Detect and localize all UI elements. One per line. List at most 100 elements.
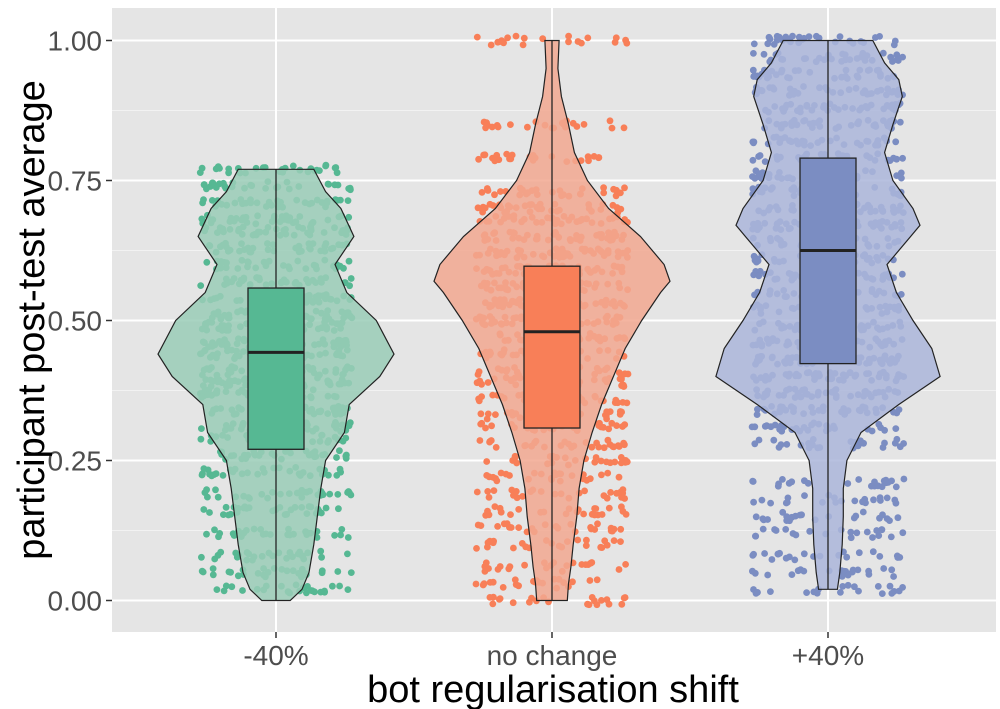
jitter-point bbox=[879, 444, 887, 451]
jitter-point bbox=[597, 423, 605, 431]
jitter-point bbox=[749, 138, 757, 146]
jitter-point bbox=[593, 601, 601, 609]
jitter-point bbox=[518, 540, 526, 547]
jitter-point bbox=[900, 440, 907, 447]
jitter-point bbox=[894, 514, 902, 522]
y-tick-label: 0.75 bbox=[48, 166, 103, 197]
jitter-point bbox=[479, 208, 486, 216]
jitter-point bbox=[492, 411, 499, 418]
jitter-point bbox=[844, 480, 852, 487]
jitter-point bbox=[616, 411, 624, 418]
jitter-point bbox=[777, 441, 785, 449]
jitter-point bbox=[505, 565, 513, 573]
jitter-point bbox=[875, 532, 883, 539]
jitter-point bbox=[220, 587, 228, 595]
jitter-point bbox=[615, 369, 623, 377]
x-axis-title: bot regularisation shift bbox=[367, 669, 739, 709]
jitter-point bbox=[500, 520, 508, 528]
jitter-point bbox=[617, 525, 625, 533]
jitter-point bbox=[508, 151, 516, 159]
jitter-point bbox=[899, 529, 907, 537]
jitter-point bbox=[761, 158, 769, 166]
jitter-point bbox=[770, 41, 778, 48]
jitter-point bbox=[883, 494, 891, 502]
jitter-point bbox=[485, 565, 492, 572]
jitter-point bbox=[497, 508, 505, 516]
jitter-point bbox=[879, 511, 886, 519]
jitter-point bbox=[487, 41, 495, 49]
jitter-point bbox=[578, 39, 585, 47]
jitter-point bbox=[511, 454, 519, 461]
jitter-point bbox=[612, 34, 620, 42]
jitter-point bbox=[591, 458, 599, 466]
jitter-point bbox=[850, 514, 858, 522]
jitter-point bbox=[473, 379, 481, 387]
jitter-point bbox=[211, 555, 219, 563]
jitter-point bbox=[771, 526, 778, 533]
jitter-point bbox=[331, 532, 338, 539]
jitter-point bbox=[847, 528, 855, 536]
jitter-point bbox=[899, 584, 906, 591]
jitter-point bbox=[588, 443, 596, 451]
x-axis: -40% no change +40% bbox=[243, 632, 864, 671]
jitter-point bbox=[208, 197, 216, 204]
jitter-point bbox=[221, 182, 229, 190]
jitter-point bbox=[490, 487, 498, 494]
jitter-point bbox=[873, 527, 881, 534]
jitter-point bbox=[854, 566, 862, 574]
jitter-point bbox=[209, 565, 217, 572]
jitter-point bbox=[511, 576, 519, 584]
jitter-point bbox=[584, 34, 592, 42]
jitter-point bbox=[488, 422, 495, 430]
jitter-point bbox=[508, 486, 516, 494]
jitter-point bbox=[899, 53, 906, 61]
jitter-point bbox=[198, 553, 205, 561]
jitter-point bbox=[755, 153, 762, 160]
jitter-point bbox=[803, 589, 810, 596]
jitter-point bbox=[206, 509, 213, 516]
jitter-point bbox=[886, 582, 894, 590]
jitter-point bbox=[855, 549, 863, 557]
jitter-point bbox=[604, 469, 612, 477]
jitter-point bbox=[481, 151, 489, 159]
jitter-point bbox=[482, 559, 490, 567]
jitter-point bbox=[748, 423, 756, 431]
jitter-point bbox=[878, 590, 886, 597]
jitter-point bbox=[582, 542, 590, 549]
jitter-point bbox=[886, 517, 893, 524]
jitter-point bbox=[604, 436, 612, 444]
jitter-point bbox=[609, 443, 617, 450]
jitter-point bbox=[791, 556, 799, 564]
jitter-point bbox=[515, 524, 523, 531]
jitter-point bbox=[336, 465, 344, 473]
jitter-point bbox=[600, 444, 608, 452]
jitter-point bbox=[201, 489, 209, 496]
jitter-point bbox=[890, 573, 897, 580]
jitter-point bbox=[891, 496, 899, 504]
jitter-point bbox=[345, 422, 353, 430]
jitter-point bbox=[484, 379, 492, 386]
jitter-point bbox=[750, 271, 758, 279]
jitter-point bbox=[499, 584, 507, 591]
jitter-point bbox=[749, 66, 757, 74]
jitter-point bbox=[767, 499, 774, 507]
jitter-point bbox=[513, 494, 521, 502]
jitter-point bbox=[303, 589, 310, 597]
jitter-point bbox=[333, 454, 340, 461]
jitter-point bbox=[851, 583, 858, 591]
jitter-point bbox=[893, 56, 901, 63]
jitter-point bbox=[879, 49, 887, 57]
jitter-point bbox=[479, 581, 487, 589]
jitter-point bbox=[619, 486, 627, 494]
jitter-point bbox=[593, 439, 600, 447]
jitter-point bbox=[871, 478, 878, 486]
jitter-point bbox=[785, 479, 793, 487]
jitter-point bbox=[773, 32, 781, 40]
jitter-point bbox=[510, 544, 517, 552]
jitter-point bbox=[758, 496, 766, 504]
jitter-point bbox=[317, 547, 325, 555]
jitter-point bbox=[337, 531, 344, 539]
jitter-point bbox=[754, 589, 761, 596]
jitter-point bbox=[615, 473, 623, 481]
